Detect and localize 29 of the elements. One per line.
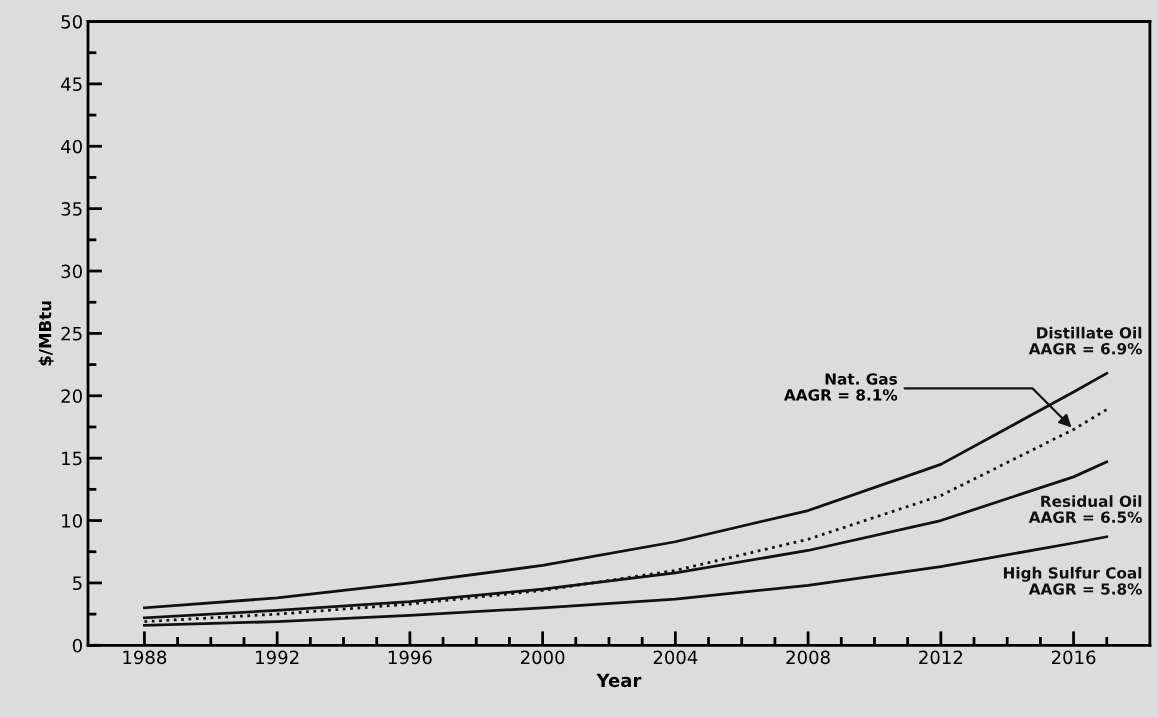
x-axis-title: Year [596,673,642,688]
y-tick-label: 0 [72,638,82,653]
y-tick-label: 50 [61,14,82,29]
annotation: AAGR = 6.5% [1028,511,1142,523]
y-tick-label: 20 [61,389,82,403]
y-tick-label: 15 [62,451,82,466]
y-tick-label: 40 [61,139,82,154]
y-tick-label: 45 [61,77,82,92]
x-tick-label: 1996 [388,650,432,665]
y-axis-title: $/MBtu [38,301,54,366]
x-tick-label: 1988 [123,650,167,665]
y-tick-label: 5 [73,576,82,591]
y-tick-label: 10 [62,514,82,528]
annotation: AAGR = 5.8% [1028,583,1142,595]
series-label: Residual Oil [1041,495,1142,508]
x-tick-label: 1992 [256,650,299,665]
annotation: AAGR = 8.1% [784,389,898,401]
annotation: AAGR = 6.9% [1028,342,1142,355]
x-tick-label: 2008 [786,650,830,665]
x-tick-label: 2000 [520,650,565,665]
y-tick-label: 30 [61,264,82,279]
text: Distillate Oil [1037,326,1142,339]
x-tick-label: 2016 [1051,650,1096,665]
y-tick-label: 25 [61,326,82,341]
y-tick-label: 35 [61,202,82,216]
series-label: High Sulfur Coal [1003,566,1142,582]
x-tick-label: 2004 [653,650,698,665]
x-tick-label: 2012 [919,650,962,665]
text: Nat. Gas [825,373,897,385]
